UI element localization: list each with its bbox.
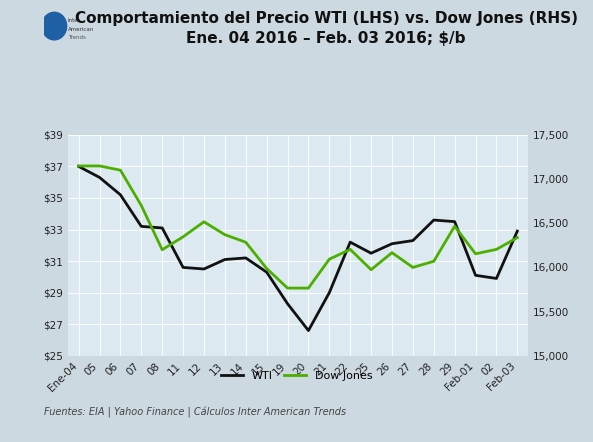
Text: Trends: Trends <box>68 35 86 40</box>
Text: Inter: Inter <box>68 18 81 23</box>
Legend: WTI, Dow Jones: WTI, Dow Jones <box>216 367 377 385</box>
Text: American: American <box>68 27 94 32</box>
Text: Fuentes: EIA | Yahoo Finance | Cálculos Inter American Trends: Fuentes: EIA | Yahoo Finance | Cálculos … <box>44 407 346 418</box>
Text: Ene. 04 2016 – Feb. 03 2016; $/b: Ene. 04 2016 – Feb. 03 2016; $/b <box>186 31 466 46</box>
Circle shape <box>42 12 66 40</box>
Text: Comportamiento del Precio WTI (LHS) vs. Dow Jones (RHS): Comportamiento del Precio WTI (LHS) vs. … <box>75 11 578 26</box>
